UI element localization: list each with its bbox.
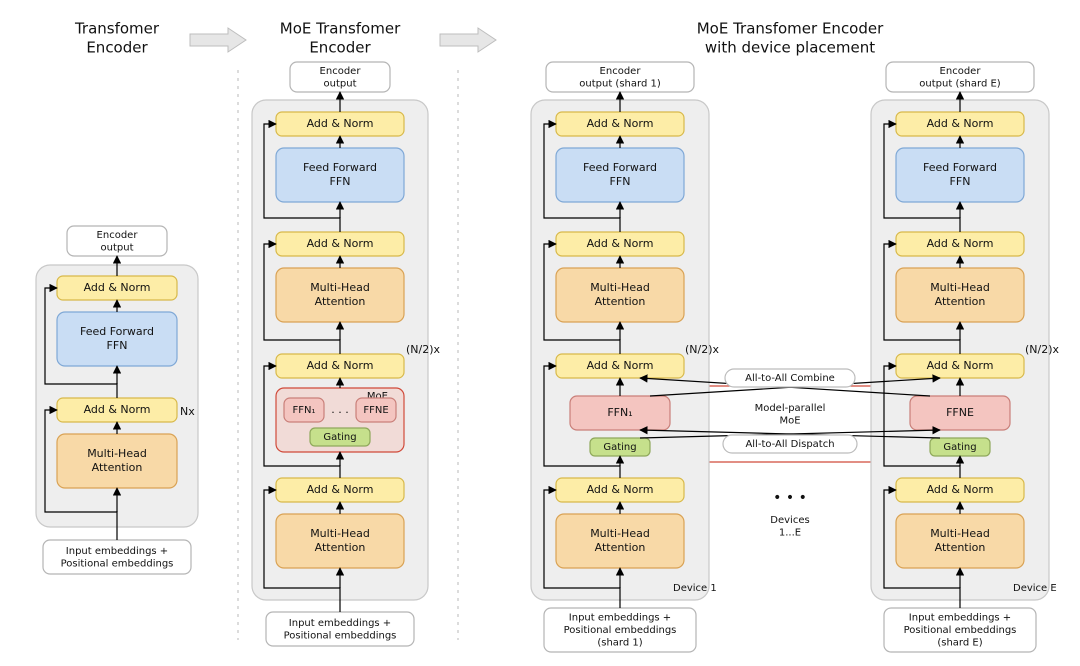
moe-ffn-label-de: FFNE [946, 406, 974, 419]
input-1-label: Input embeddings +Positional embeddings [61, 546, 174, 570]
devlabel-d1: Device 1 [673, 583, 717, 594]
addnorm-2b-label: Add & Norm [307, 237, 374, 250]
section-arrow [440, 28, 496, 52]
devices-label: Devices1...E [770, 515, 809, 539]
device-ellipsis: • • • [773, 490, 807, 506]
gating-label-de: Gating [943, 442, 976, 453]
mha-a-de-label: Multi-HeadAttention [930, 281, 990, 308]
mha-b-de-label: Multi-HeadAttention [930, 527, 990, 554]
moe-encoder-figure: TransfomerEncoder Nx Encoderoutput Add & No… [0, 0, 1080, 666]
moe-ffne-label: FFNE [363, 405, 388, 416]
addnorm-1b-label: Add & Norm [84, 403, 151, 416]
an-d-d1-label: Add & Norm [587, 483, 654, 496]
mha-a-d1-label: Multi-HeadAttention [590, 281, 650, 308]
addnorm-2d-label: Add & Norm [307, 483, 374, 496]
pill-label: All-to-All Dispatch [745, 439, 834, 450]
an-c-d1-label: Add & Norm [587, 359, 654, 372]
an-b-de-label: Add & Norm [927, 237, 994, 250]
n2x-d1: (N/2)x [685, 343, 720, 356]
n2x-2: (N/2)x [406, 343, 441, 356]
enc-out-1-label: Encoderoutput [97, 230, 139, 254]
mha-2b-label: Multi-HeadAttention [310, 527, 370, 554]
gating-2-label: Gating [323, 432, 356, 443]
moe-ellipsis: . . . [331, 403, 348, 416]
section-arrow [190, 28, 246, 52]
gating-label-d1: Gating [603, 442, 636, 453]
input-2-label: Input embeddings +Positional embeddings [284, 618, 397, 642]
n2x-de: (N/2)x [1025, 343, 1060, 356]
nx-label: Nx [180, 405, 195, 418]
enc-out-2-label: Encoderoutput [320, 66, 362, 90]
moe-ffn1-label: FFN₁ [293, 405, 316, 416]
an-d-de-label: Add & Norm [927, 483, 994, 496]
mha-1-label: Multi-HeadAttention [87, 447, 147, 474]
an-a-de-label: Add & Norm [927, 117, 994, 130]
an-c-de-label: Add & Norm [927, 359, 994, 372]
title-transformer-encoder: TransfomerEncoder [74, 19, 160, 56]
an-b-d1-label: Add & Norm [587, 237, 654, 250]
addnorm-2a-label: Add & Norm [307, 117, 374, 130]
addnorm-2c-label: Add & Norm [307, 359, 374, 372]
addnorm-1a-label: Add & Norm [84, 281, 151, 294]
devlabel-de: Device E [1013, 583, 1057, 594]
title-moe-encoder: MoE TransfomerEncoder [280, 19, 401, 56]
an-a-d1-label: Add & Norm [587, 117, 654, 130]
title-device-placement: MoE Transfomer Encoderwith device placem… [697, 19, 884, 56]
mha-b-d1-label: Multi-HeadAttention [590, 527, 650, 554]
pill-label: All-to-All Combine [745, 373, 835, 384]
mp-moe-label: Model-parallelMoE [755, 403, 826, 427]
moe-ffn-label-d1: FFN₁ [607, 406, 632, 419]
mha-2-label: Multi-HeadAttention [310, 281, 370, 308]
